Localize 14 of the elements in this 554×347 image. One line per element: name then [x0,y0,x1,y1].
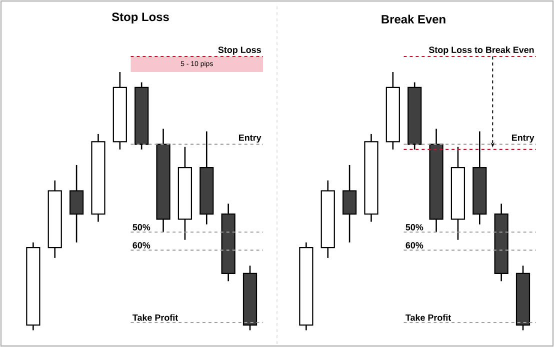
ref-line-label: Entry [512,134,534,143]
ref-line-label: Stop Loss to Break Even [428,46,534,55]
ref-line-label: Entry [238,134,262,143]
chart-title: Stop Loss [112,12,169,24]
candlestick [69,164,84,244]
ref-line-label: Stop Loss [218,46,261,55]
annotation: 60% [406,242,424,248]
annotation: 50% [132,224,150,230]
candlestick [342,164,357,244]
ref-line-label: Take Profit [132,314,178,321]
ref-line-label: Take Profit [406,314,452,321]
annotation: 60% [132,242,150,248]
chart-title: Break Even [382,14,446,24]
annotation: 50% [406,224,424,230]
